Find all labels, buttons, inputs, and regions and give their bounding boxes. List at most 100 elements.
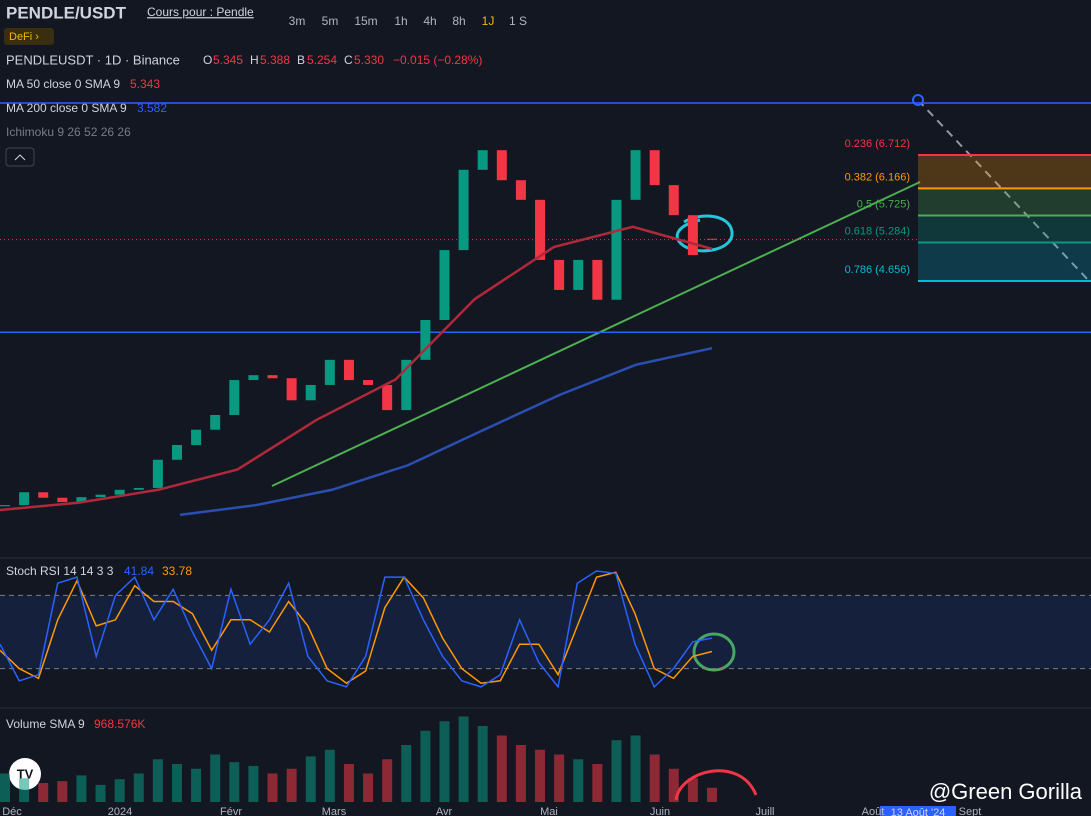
timeframe-button[interactable]: 8h: [452, 14, 465, 28]
candle: [171, 445, 182, 460]
volume-bar: [573, 759, 584, 802]
cursor-label-bg: [880, 806, 956, 816]
candle: [515, 180, 526, 200]
ohlc-value: 5.254: [307, 53, 337, 67]
volume-bar: [305, 756, 316, 802]
volume-bar: [248, 765, 259, 802]
time-label: Août: [862, 806, 885, 816]
ma50-line: [0, 225, 713, 512]
volume-bar: [343, 764, 354, 802]
volume-bar: [668, 768, 679, 802]
timeframe-button[interactable]: 1h: [394, 14, 407, 28]
fib-label: 0.786 (4.656): [845, 264, 910, 276]
timeframe-button[interactable]: 1 S: [509, 14, 527, 28]
ma200-line: [179, 346, 713, 517]
volume-bar: [286, 768, 297, 802]
candle: [401, 359, 412, 411]
candle: [573, 259, 584, 290]
time-label: Juill: [756, 806, 775, 816]
candle: [324, 359, 335, 385]
volume-bar: [57, 781, 68, 802]
volume-bar: [152, 759, 163, 802]
time-label: Avr: [436, 806, 453, 816]
ohlc-key: C: [344, 53, 353, 67]
candle: [382, 384, 393, 411]
volume-bar: [38, 783, 49, 802]
volume-bar: [114, 779, 125, 802]
stoch-title: Stoch RSI 14 14 3 3: [6, 564, 114, 578]
candle: [592, 259, 603, 300]
time-label: Juin: [650, 806, 670, 816]
ma50-name: MA 50 close 0 SMA 9: [6, 77, 120, 91]
timeframe-button[interactable]: 1J: [482, 14, 495, 28]
time-label: Févr: [220, 806, 242, 816]
candle: [554, 259, 565, 290]
ohlc-value: 5.345: [213, 53, 243, 67]
fib-label: 0.236 (6.712): [845, 138, 910, 150]
legend-title: PENDLEUSDT · 1D · Binance: [6, 52, 180, 67]
volume-bar: [592, 764, 603, 802]
candle: [267, 375, 278, 379]
ma200-name: MA 200 close 0 SMA 9: [6, 101, 127, 115]
candle: [630, 150, 641, 200]
volume-bar: [171, 764, 182, 802]
collapse-button[interactable]: [5, 147, 35, 167]
timeframe-button[interactable]: 4h: [423, 14, 436, 28]
time-label: 2024: [108, 806, 132, 816]
tag[interactable]: DeFi ›: [9, 31, 39, 43]
change: −0.015 (−0.28%): [393, 53, 482, 67]
candle: [668, 185, 679, 216]
volume-bar: [76, 775, 87, 802]
symbol[interactable]: PENDLE/USDT: [6, 3, 127, 22]
logo[interactable]: [9, 758, 41, 790]
volume-bar: [191, 768, 202, 802]
candle: [496, 150, 507, 181]
time-label: Déc: [2, 806, 22, 816]
volume-bar: [19, 778, 30, 802]
volume-bar: [630, 735, 641, 802]
ohlc-key: H: [250, 53, 259, 67]
volume-bar: [324, 749, 335, 802]
cursor-label: 13 Août '24: [891, 807, 946, 816]
trendline: [271, 181, 921, 487]
watermark: @Green Gorilla: [929, 779, 1083, 804]
timeframe-button[interactable]: 5m: [322, 14, 339, 28]
tag-bg: [4, 28, 54, 45]
annotation-circle: [692, 632, 736, 672]
candle: [57, 497, 68, 503]
volume-bar: [95, 784, 106, 802]
fib-label: 0.382 (6.166): [845, 171, 910, 183]
volume-bar: [458, 716, 469, 802]
candle: [114, 489, 125, 495]
stoch-d-value: 33.78: [162, 564, 192, 578]
volume-bar: [229, 762, 240, 802]
ohlc-value: 5.330: [354, 53, 384, 67]
ma200-value: 3.582: [137, 101, 167, 115]
collapse-icon: [14, 154, 26, 161]
candle: [477, 150, 488, 170]
volume-bar: [477, 726, 488, 802]
ohlc-value: 5.388: [260, 53, 290, 67]
candle: [152, 459, 163, 488]
time-label: Sept: [959, 806, 982, 816]
timeframe-button[interactable]: 15m: [354, 14, 377, 28]
stoch-band: [0, 595, 1091, 669]
candle: [305, 384, 316, 401]
stoch-k-line: [0, 570, 713, 689]
volume-bar: [535, 749, 546, 802]
logo-icon: TV: [17, 766, 34, 781]
volume-bar: [420, 730, 431, 802]
volume-bar: [687, 778, 698, 802]
quote-link[interactable]: Cours pour : Pendle: [147, 5, 254, 19]
timeframe-button[interactable]: 3m: [289, 14, 306, 28]
ichimoku-name: Ichimoku 9 26 52 26 26: [6, 125, 131, 139]
annotation-circle: [675, 214, 734, 253]
volume-bar: [439, 721, 450, 802]
fib-zone: [918, 215, 1091, 243]
annotation-circle: [674, 769, 758, 801]
volume-bar: [515, 745, 526, 802]
fib-zone: [918, 154, 1091, 189]
volume-bar: [363, 773, 374, 802]
